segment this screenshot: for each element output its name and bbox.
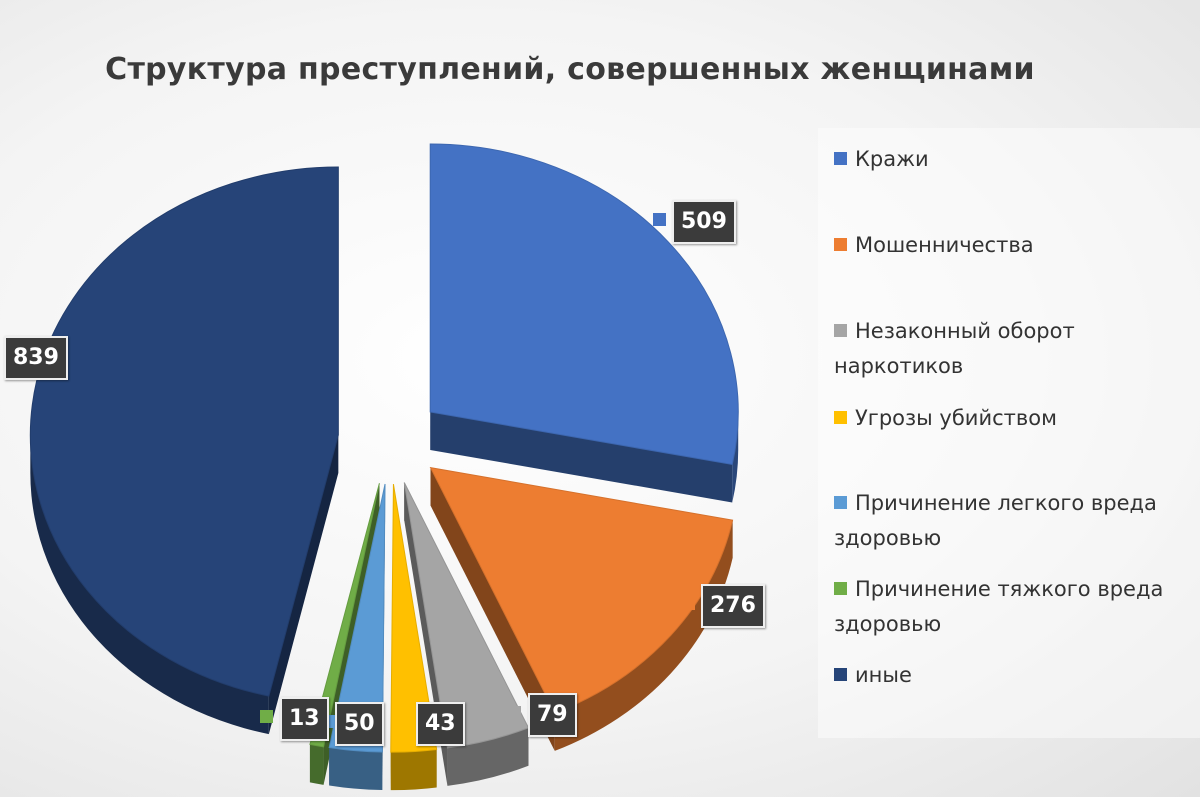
pie-slice-5 <box>328 483 386 753</box>
legend-label: Причинение тяжкого вреда здоровью <box>834 577 1164 636</box>
legend: Кражи Мошенничества Незаконный оборот на… <box>818 128 1200 738</box>
pie-slice-rim <box>447 727 529 786</box>
legend-label: Незаконный оборот наркотиков <box>834 319 1075 378</box>
pie-slice-side <box>30 434 339 735</box>
pie-slice-rim <box>30 434 269 735</box>
data-label-theft: 509 <box>672 200 736 244</box>
legend-swatch <box>834 668 847 681</box>
data-label-swatch <box>682 597 695 610</box>
data-label-other: 839 <box>4 336 68 380</box>
pie-slice-rim <box>732 411 739 503</box>
data-label-light-harm: 50 <box>335 702 384 746</box>
pie-slice-4 <box>390 484 438 753</box>
legend-item-threats: Угрозы убийством <box>834 401 1194 436</box>
data-label-grave-harm: 13 <box>280 697 329 741</box>
legend-swatch <box>834 324 847 337</box>
legend-item-light-harm: Причинение легкого вреда здоровью <box>834 486 1194 556</box>
pie-slice-6 <box>309 483 380 748</box>
pie-slice-wall <box>430 411 733 503</box>
pie-slice-rim <box>309 744 324 785</box>
legend-swatch <box>834 582 847 595</box>
legend-swatch <box>834 411 847 424</box>
legend-label: Угрозы убийством <box>855 406 1057 430</box>
legend-item-drugs: Незаконный оборот наркотиков <box>834 314 1194 384</box>
legend-item-other: иные <box>834 658 1194 693</box>
legend-swatch <box>834 152 847 165</box>
pie-slice-rim <box>554 520 733 751</box>
pie-slice-rim <box>390 749 437 791</box>
legend-label: иные <box>855 663 912 687</box>
pie-slice-wall <box>430 467 555 751</box>
data-label-fraud: 276 <box>701 584 765 628</box>
legend-item-theft: Кражи <box>834 142 1194 177</box>
data-label-swatch <box>653 213 666 226</box>
legend-item-fraud: Мошенничества <box>834 228 1194 263</box>
legend-swatch <box>834 238 847 251</box>
pie-slice-side <box>430 411 739 503</box>
pie-slice-7 <box>29 166 339 697</box>
pie-slice-1 <box>429 143 739 466</box>
data-label-swatch <box>260 710 273 723</box>
pie-slice-2 <box>429 467 734 714</box>
legend-label: Причинение легкого вреда здоровью <box>834 491 1157 550</box>
legend-swatch <box>834 496 847 509</box>
data-label-drugs: 79 <box>528 693 577 737</box>
chart-title: Структура преступлений, совершенных женщ… <box>105 52 1035 87</box>
pie-slice-rim <box>329 747 383 790</box>
legend-label: Мошенничества <box>855 233 1034 257</box>
data-label-swatch <box>397 715 410 728</box>
data-label-swatch <box>508 706 521 719</box>
legend-label: Кражи <box>855 147 929 171</box>
data-label-threats: 43 <box>416 702 465 746</box>
legend-item-grave-harm: Причинение тяжкого вреда здоровью <box>834 572 1194 642</box>
pie-slice-wall <box>268 434 339 735</box>
